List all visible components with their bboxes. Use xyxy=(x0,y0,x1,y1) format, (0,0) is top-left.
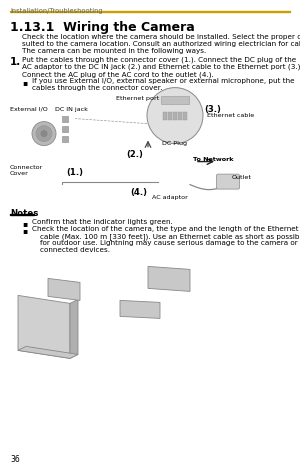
Text: If you use External I/O, external speaker or external microphone, put the: If you use External I/O, external speake… xyxy=(32,78,295,84)
Bar xyxy=(10,12,290,13)
Text: Cover: Cover xyxy=(10,170,29,175)
Bar xyxy=(0,94,300,202)
Text: connected devices.: connected devices. xyxy=(40,247,110,253)
Text: Ethernet cable: Ethernet cable xyxy=(207,113,254,117)
Text: Put the cables through the connector cover (1.). Connect the DC plug of the: Put the cables through the connector cov… xyxy=(22,56,296,63)
Text: To Network: To Network xyxy=(193,156,233,161)
Bar xyxy=(183,113,187,120)
Text: Check the location where the camera should be installed. Select the proper cable: Check the location where the camera shou… xyxy=(22,34,300,40)
Polygon shape xyxy=(70,300,78,359)
Text: cable (Max. 100 m [330 feet]). Use an Ethernet cable as short as possible: cable (Max. 100 m [330 feet]). Use an Et… xyxy=(40,232,300,239)
FancyBboxPatch shape xyxy=(217,175,239,190)
Text: DC Plug: DC Plug xyxy=(162,140,187,145)
Circle shape xyxy=(36,126,52,142)
Text: ▪: ▪ xyxy=(22,218,27,227)
Text: 1.: 1. xyxy=(10,56,21,67)
Polygon shape xyxy=(48,279,80,301)
Bar xyxy=(10,215,34,216)
Text: AC adaptor to the DC IN jack (2.) and Ethernet cable to the Ethernet port (3.).: AC adaptor to the DC IN jack (2.) and Et… xyxy=(22,63,300,70)
Polygon shape xyxy=(18,347,78,359)
Circle shape xyxy=(147,88,203,144)
Text: cables through the connector cover.: cables through the connector cover. xyxy=(32,85,162,91)
Text: ▪: ▪ xyxy=(22,78,27,87)
Text: (2.): (2.) xyxy=(126,149,143,158)
Bar xyxy=(168,113,172,120)
Text: Notes: Notes xyxy=(10,208,38,217)
Text: Connect the AC plug of the AC cord to the outlet (4.).: Connect the AC plug of the AC cord to th… xyxy=(22,71,214,77)
Bar xyxy=(173,113,177,120)
Bar xyxy=(62,136,68,142)
Bar xyxy=(178,113,182,120)
Text: suited to the camera location. Consult an authorized wiring electrician for cabl: suited to the camera location. Consult a… xyxy=(22,41,300,47)
Text: Check the location of the camera, the type and the length of the Ethernet: Check the location of the camera, the ty… xyxy=(32,225,298,232)
Text: External I/O: External I/O xyxy=(10,106,48,112)
Text: (4.): (4.) xyxy=(130,187,147,196)
Polygon shape xyxy=(120,301,160,319)
Text: Ethernet port: Ethernet port xyxy=(116,95,160,100)
Text: DC IN jack: DC IN jack xyxy=(55,106,88,112)
Polygon shape xyxy=(18,296,70,359)
Polygon shape xyxy=(148,267,190,292)
Text: Confirm that the indicator lights green.: Confirm that the indicator lights green. xyxy=(32,218,173,224)
Text: (3.): (3.) xyxy=(204,104,221,113)
Text: AC adaptor: AC adaptor xyxy=(152,194,188,199)
Text: 1.13.1  Wiring the Camera: 1.13.1 Wiring the Camera xyxy=(10,21,195,34)
Circle shape xyxy=(40,130,48,138)
Bar xyxy=(163,113,167,120)
Bar xyxy=(62,116,68,122)
Text: Outlet: Outlet xyxy=(232,174,252,179)
Text: 36: 36 xyxy=(10,454,20,463)
Text: ▪: ▪ xyxy=(22,225,27,234)
Text: (1.): (1.) xyxy=(66,167,83,176)
Bar xyxy=(62,126,68,132)
Circle shape xyxy=(32,122,56,146)
Text: Installation/Troubleshooting: Installation/Troubleshooting xyxy=(10,8,103,14)
Bar xyxy=(161,96,189,104)
Text: The camera can be mounted in the following ways.: The camera can be mounted in the followi… xyxy=(22,48,206,54)
Text: Connector: Connector xyxy=(10,164,43,169)
Text: for outdoor use. Lightning may cause serious damage to the camera or the: for outdoor use. Lightning may cause ser… xyxy=(40,240,300,246)
